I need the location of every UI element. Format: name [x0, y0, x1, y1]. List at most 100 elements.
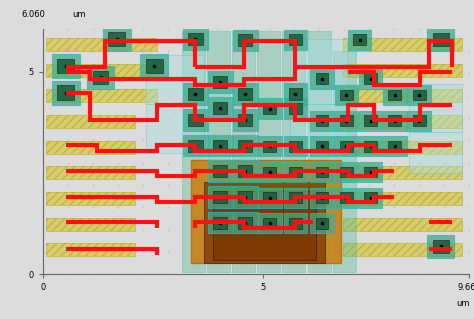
- Bar: [233, 30, 258, 51]
- Bar: [340, 115, 353, 126]
- Bar: [316, 218, 328, 228]
- Bar: [232, 31, 255, 272]
- Bar: [213, 102, 227, 114]
- Bar: [340, 141, 353, 152]
- Bar: [257, 31, 280, 272]
- Bar: [258, 213, 282, 234]
- Bar: [46, 166, 135, 179]
- Bar: [238, 140, 253, 152]
- Bar: [188, 140, 202, 152]
- Bar: [258, 162, 282, 182]
- Bar: [258, 99, 282, 119]
- Bar: [343, 141, 462, 153]
- Bar: [213, 191, 317, 260]
- Bar: [389, 115, 401, 126]
- Bar: [103, 27, 130, 51]
- Bar: [335, 188, 358, 208]
- Bar: [427, 28, 454, 51]
- Bar: [310, 136, 334, 156]
- Bar: [57, 85, 74, 100]
- Bar: [46, 141, 135, 153]
- Bar: [213, 191, 227, 203]
- Bar: [340, 167, 353, 177]
- Bar: [46, 141, 135, 153]
- Bar: [264, 192, 276, 203]
- Bar: [213, 217, 227, 228]
- Bar: [57, 59, 74, 73]
- Bar: [359, 162, 382, 182]
- Bar: [284, 84, 307, 105]
- Bar: [364, 192, 377, 203]
- Bar: [409, 84, 462, 132]
- Bar: [289, 103, 302, 114]
- Bar: [290, 39, 347, 104]
- Bar: [364, 73, 377, 84]
- Bar: [408, 111, 431, 131]
- Bar: [284, 162, 307, 182]
- Bar: [238, 217, 253, 228]
- Bar: [183, 135, 208, 156]
- Bar: [383, 136, 407, 156]
- Bar: [46, 115, 135, 128]
- Bar: [213, 165, 227, 177]
- Bar: [284, 213, 307, 234]
- Bar: [343, 166, 462, 179]
- Bar: [46, 63, 156, 77]
- Bar: [389, 141, 401, 152]
- Bar: [208, 186, 233, 208]
- Bar: [340, 90, 353, 100]
- Bar: [316, 141, 328, 152]
- Bar: [46, 243, 135, 256]
- Bar: [52, 54, 80, 78]
- Bar: [343, 218, 462, 231]
- Bar: [343, 63, 462, 77]
- Bar: [335, 111, 358, 131]
- Bar: [238, 34, 253, 46]
- Bar: [413, 115, 426, 126]
- Bar: [364, 115, 377, 126]
- Bar: [308, 31, 330, 272]
- Bar: [46, 166, 135, 179]
- Bar: [46, 192, 135, 204]
- Text: um: um: [456, 299, 469, 308]
- Bar: [182, 31, 205, 272]
- Bar: [46, 89, 156, 102]
- Bar: [46, 38, 156, 51]
- Bar: [335, 136, 358, 156]
- Bar: [108, 32, 125, 46]
- Text: um: um: [73, 10, 86, 19]
- Bar: [310, 111, 334, 131]
- Bar: [264, 141, 276, 152]
- Bar: [310, 162, 334, 182]
- Bar: [46, 218, 135, 231]
- Bar: [310, 188, 334, 208]
- Bar: [310, 69, 334, 89]
- Bar: [140, 54, 168, 78]
- Bar: [383, 111, 407, 131]
- Bar: [233, 84, 258, 105]
- Bar: [87, 66, 114, 89]
- Bar: [340, 192, 353, 203]
- Bar: [343, 38, 462, 51]
- Bar: [289, 34, 302, 45]
- Bar: [204, 182, 325, 263]
- Bar: [316, 73, 328, 84]
- Bar: [284, 99, 307, 119]
- Bar: [208, 135, 233, 156]
- Bar: [316, 167, 328, 177]
- Bar: [46, 89, 156, 102]
- Bar: [233, 109, 258, 131]
- Bar: [213, 140, 227, 152]
- Bar: [46, 218, 135, 231]
- Bar: [289, 141, 302, 152]
- Bar: [413, 90, 426, 100]
- Bar: [46, 115, 135, 128]
- Bar: [343, 218, 462, 231]
- Bar: [289, 192, 302, 203]
- Bar: [408, 85, 431, 105]
- Bar: [146, 104, 204, 153]
- Bar: [343, 115, 462, 128]
- Bar: [364, 141, 377, 152]
- Bar: [335, 85, 358, 105]
- Bar: [289, 167, 302, 177]
